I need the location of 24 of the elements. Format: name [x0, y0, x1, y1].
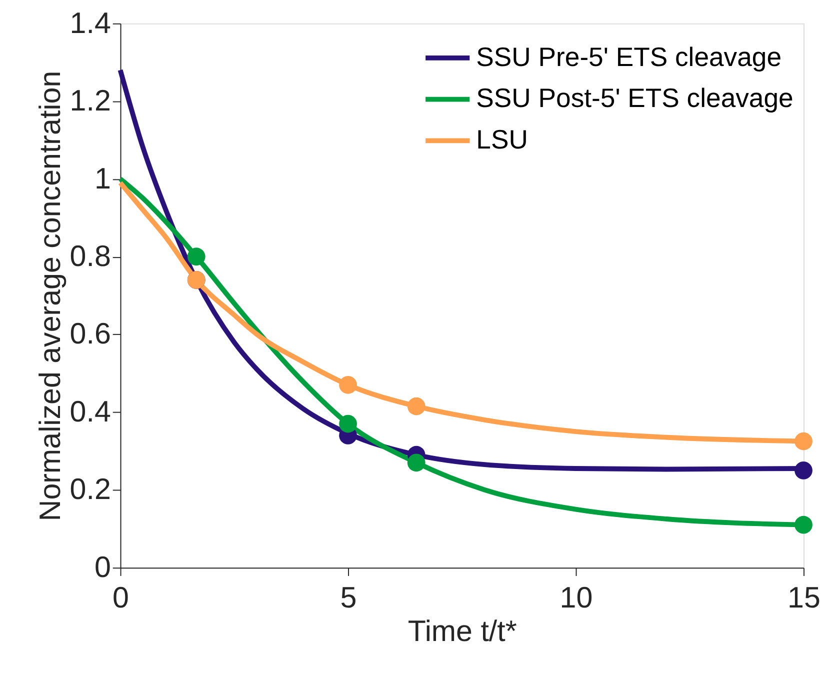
legend-label: LSU — [476, 124, 528, 155]
y-tick-label: 1 — [94, 162, 111, 196]
point — [794, 432, 812, 450]
y-axis-title: Normalized average concentration — [34, 70, 67, 522]
x-tick-label: 5 — [340, 582, 357, 615]
legend-label: SSU Pre-5' ETS cleavage — [476, 42, 782, 72]
legend-label: SSU Post-5' ETS cleavage — [476, 83, 794, 114]
point — [187, 248, 206, 266]
y-tick-label: 1.4 — [70, 6, 111, 40]
x-tick-label: 15 — [788, 582, 820, 615]
point — [339, 414, 357, 433]
point — [339, 376, 357, 394]
y-tick-label: 0 — [94, 550, 111, 584]
x-tick-label: 10 — [560, 582, 593, 615]
point — [407, 397, 426, 416]
point — [407, 454, 426, 472]
y-tick-label: 0.6 — [70, 318, 111, 351]
point — [794, 516, 812, 534]
point — [794, 461, 812, 480]
y-tick-label: 1.2 — [70, 84, 111, 118]
y-tick-label: 0.8 — [70, 240, 111, 273]
x-axis-title: Time t/t* — [408, 615, 518, 648]
y-tick-label: 0.2 — [70, 473, 111, 506]
y-tick-label: 0.4 — [70, 395, 111, 428]
